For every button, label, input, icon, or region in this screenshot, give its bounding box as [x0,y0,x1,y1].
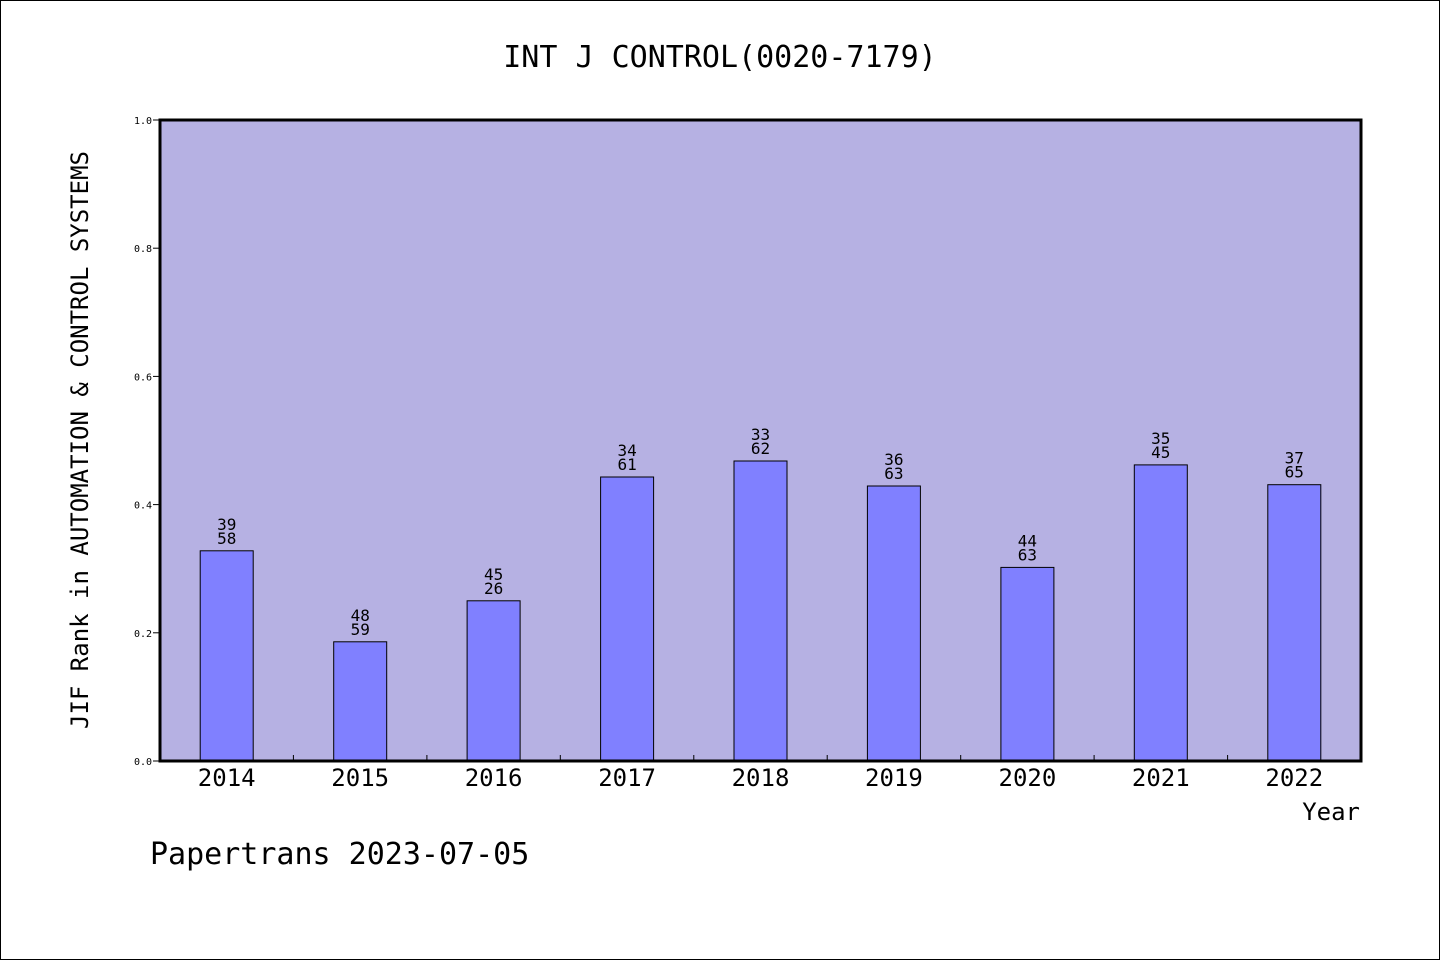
bar-2020 [1000,566,1055,762]
bar-label-bottom-2014: 58 [217,529,236,548]
y-tick-label: 0.2 [134,629,152,640]
bar-label-top-2018: 33 [751,425,770,444]
footer-stamp: Papertrans 2023-07-05 [150,837,529,872]
bar-2019 [866,485,921,762]
bar-label-top-2019: 36 [884,450,903,469]
bar-label-bottom-2019: 63 [884,464,903,483]
bar-2021 [1133,464,1188,762]
bar-label-top-2020: 44 [1018,531,1037,550]
x-tick-label-2019: 2019 [865,764,923,792]
x-tick-label-2015: 2015 [331,764,389,792]
bar-label-bottom-2017: 61 [617,455,636,474]
bar-label-bottom-2015: 59 [351,620,370,639]
bar-label-bottom-2021: 45 [1151,443,1170,462]
y-tick-label: 0.0 [134,757,152,768]
y-tick-label: 1.0 [134,116,152,127]
x-tick-label-2016: 2016 [465,764,523,792]
bar-2014 [199,550,254,762]
bar-2016 [466,600,521,762]
x-tick-label-2021: 2021 [1132,764,1190,792]
bar-2015 [333,641,388,762]
bar-label-bottom-2020: 63 [1018,545,1037,564]
y-axis-label: JIF Rank in AUTOMATION & CONTROL SYSTEMS [66,151,94,729]
bar-2017 [600,476,655,762]
bar-label-top-2016: 45 [484,565,503,584]
y-tick-label: 0.4 [134,501,152,512]
bar-label-top-2015: 48 [351,606,370,625]
bar-label-top-2022: 37 [1285,449,1304,468]
bar-label-bottom-2016: 26 [484,579,503,598]
bar-label-top-2021: 35 [1151,429,1170,448]
bar-label-top-2017: 34 [617,441,636,460]
x-tick-label-2022: 2022 [1265,764,1323,792]
y-tick-label: 0.8 [134,244,152,255]
x-tick-label-2014: 2014 [198,764,256,792]
y-tick-label: 0.6 [134,372,152,383]
plot-border [158,118,1363,763]
bar-label-bottom-2018: 62 [751,439,770,458]
x-tick-label-2017: 2017 [598,764,656,792]
bar-label-top-2014: 39 [217,515,236,534]
chart-title: INT J CONTROL(0020-7179) [503,40,936,75]
bar-2018 [733,460,788,762]
bar-2022 [1267,484,1322,762]
x-tick-label-2020: 2020 [999,764,1057,792]
x-axis-label: Year [1302,798,1360,826]
bar-label-bottom-2022: 65 [1285,463,1304,482]
x-tick-label-2018: 2018 [732,764,790,792]
